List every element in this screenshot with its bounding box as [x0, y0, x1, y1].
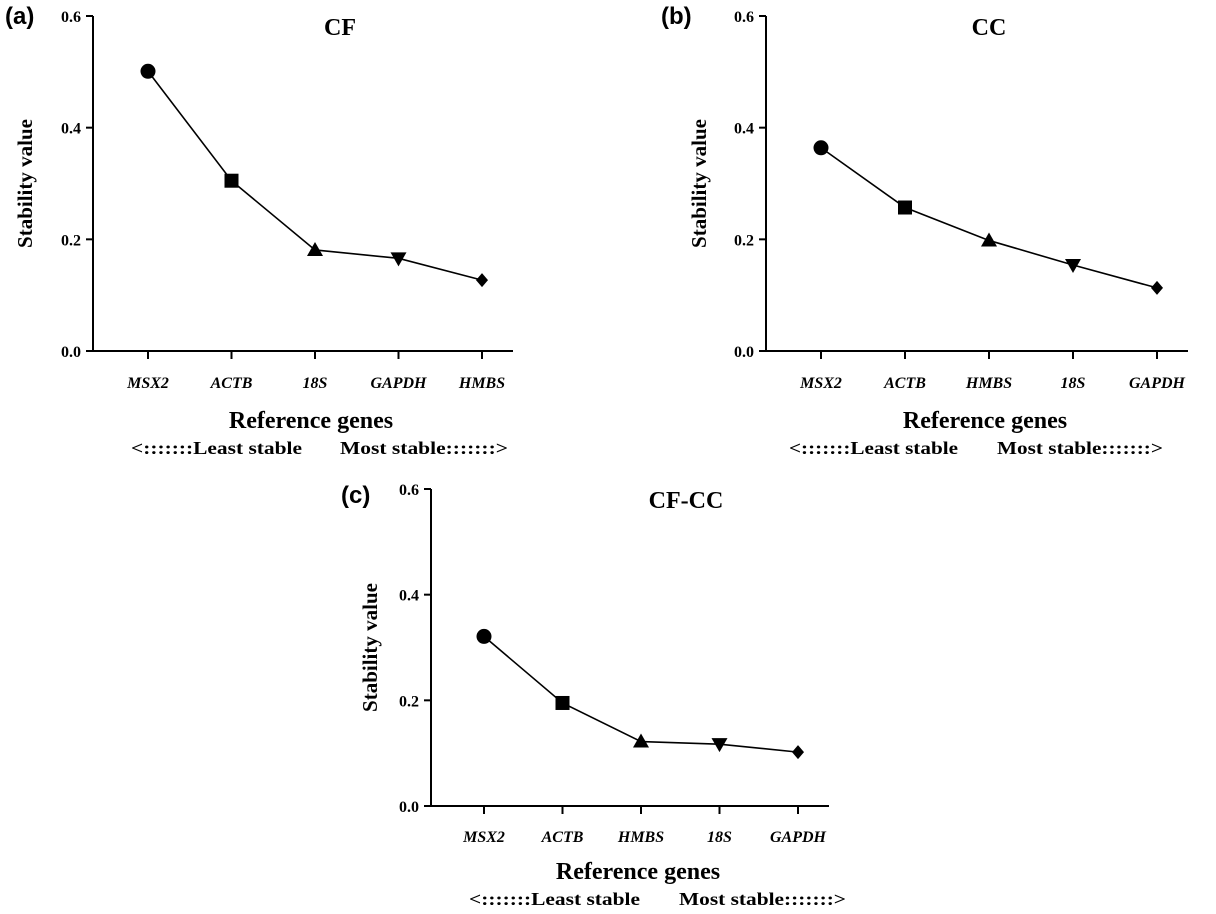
- y-tick-label: 0.4: [734, 121, 754, 138]
- y-tick-label: 0.4: [61, 121, 81, 138]
- x-tick-label: MSX2: [126, 375, 169, 392]
- panel-label: (a): [5, 3, 34, 30]
- most-stable-note: Most stable:::::::>: [340, 438, 508, 458]
- y-tick-label: 0.0: [734, 344, 754, 361]
- chart-title: CF: [324, 15, 356, 41]
- x-axis-label: Reference genes: [229, 408, 393, 434]
- data-point-msx2: [140, 63, 156, 79]
- y-tick-label: 0.4: [399, 588, 419, 605]
- least-stable-note: <:::::::Least stable: [789, 438, 958, 458]
- x-axis-label: Reference genes: [903, 408, 1067, 434]
- y-tick-label: 0.0: [61, 344, 81, 361]
- data-point-hmbs: [476, 273, 488, 288]
- x-tick-label: 18S: [707, 829, 732, 846]
- x-tick-label: ACTB: [541, 829, 584, 846]
- data-point-msx2: [476, 628, 492, 644]
- data-point-actb: [555, 695, 570, 710]
- chart-panel-3: (c) CF-CC 0.0 0.2 0.4 0.6 Stability value MSX2 A…: [341, 482, 846, 909]
- x-tick-label: MSX2: [799, 375, 842, 392]
- y-tick-label: 0.2: [61, 232, 81, 249]
- series-line: [820, 147, 1158, 289]
- x-tick-label: MSX2: [462, 829, 505, 846]
- x-axis-label: Reference genes: [556, 859, 720, 885]
- y-tick-label: 0.6: [399, 482, 419, 499]
- data-point-18s: [307, 241, 323, 256]
- chart-title: CF-CC: [649, 488, 724, 514]
- chart-title: CC: [972, 15, 1007, 41]
- y-tick-label: 0.6: [734, 9, 754, 26]
- least-stable-note: <:::::::Least stable: [469, 889, 640, 909]
- y-tick-label: 0.2: [399, 693, 419, 710]
- chart-panel-1: (a) CF 0.0 0.2 0.4 0.6 Stability value MSX2 ACTB…: [5, 3, 513, 458]
- data-point-actb: [898, 200, 912, 215]
- data-point-gapdh: [1151, 280, 1163, 295]
- data-point-18s: [1065, 259, 1081, 274]
- y-axis-label: Stability value: [358, 583, 382, 712]
- y-axis-label: Stability value: [13, 119, 37, 248]
- data-point-hmbs: [981, 232, 997, 247]
- data-point-hmbs: [633, 733, 649, 748]
- x-tick-label: ACTB: [210, 375, 253, 392]
- panel-label: (c): [341, 482, 370, 509]
- chart-panel-2: (b) CC 0.0 0.2 0.4 0.6 Stability value MSX2 ACTB…: [661, 3, 1188, 458]
- least-stable-note: <:::::::Least stable: [131, 438, 302, 458]
- data-point-gapdh: [792, 745, 804, 760]
- x-tick-label: HMBS: [965, 375, 1012, 392]
- data-point-msx2: [813, 140, 829, 156]
- y-axis-label: Stability value: [687, 119, 711, 248]
- x-tick-label: 18S: [303, 375, 328, 392]
- x-tick-label: GAPDH: [770, 829, 827, 846]
- panel-label: (b): [661, 3, 692, 30]
- most-stable-note: Most stable:::::::>: [679, 889, 846, 909]
- x-tick-label: GAPDH: [371, 375, 428, 392]
- y-tick-label: 0.6: [61, 9, 81, 26]
- data-point-18s: [711, 738, 728, 753]
- x-tick-label: GAPDH: [1129, 375, 1186, 392]
- x-tick-label: HMBS: [617, 829, 664, 846]
- x-tick-label: 18S: [1061, 375, 1086, 392]
- x-tick-label: HMBS: [458, 375, 505, 392]
- y-tick-label: 0.2: [734, 232, 754, 249]
- x-tick-label: ACTB: [883, 375, 926, 392]
- data-point-gapdh: [390, 252, 407, 267]
- data-point-actb: [224, 173, 239, 188]
- most-stable-note: Most stable:::::::>: [997, 438, 1163, 458]
- y-tick-label: 0.0: [399, 799, 419, 816]
